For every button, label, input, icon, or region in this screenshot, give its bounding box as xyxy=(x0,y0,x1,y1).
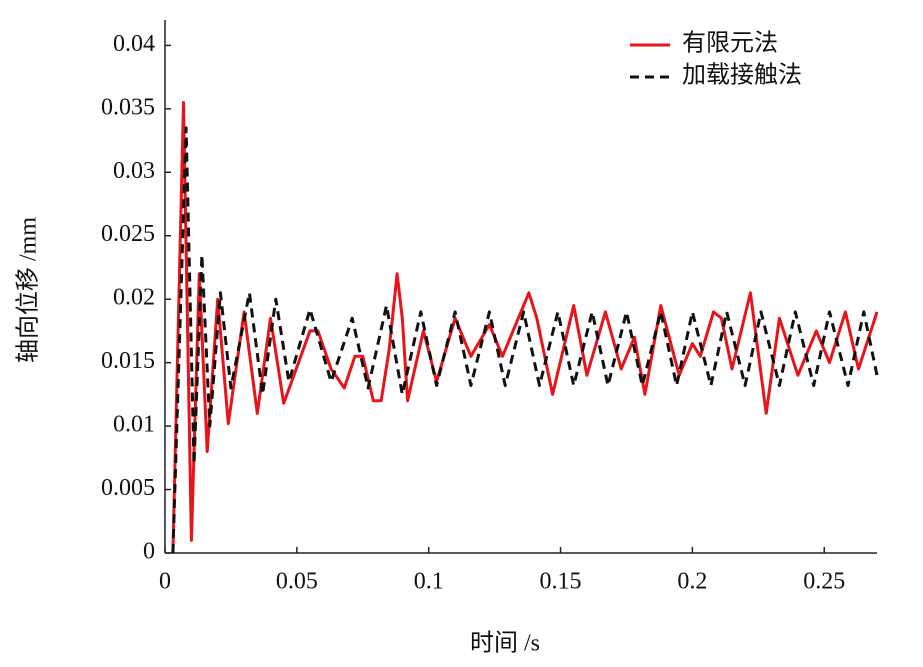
x-axis-label: 时间 /s xyxy=(470,630,540,657)
x-tick-label: 0.05 xyxy=(276,569,318,595)
y-tick-label: 0.005 xyxy=(101,475,155,501)
y-tick-label: 0.025 xyxy=(101,221,155,247)
legend-label: 有限元法 xyxy=(682,30,778,57)
y-tick-label: 0.035 xyxy=(101,94,155,120)
series-line xyxy=(171,101,879,554)
series-line xyxy=(171,126,879,554)
x-tick-label: 0 xyxy=(159,569,171,595)
x-tick-label: 0.25 xyxy=(803,569,845,595)
y-tick-label: 0.02 xyxy=(113,285,155,311)
legend-label: 加载接触法 xyxy=(682,62,802,89)
y-tick-label: 0.01 xyxy=(113,412,155,438)
y-axis-label: 轴向位移 /mm xyxy=(15,217,42,363)
y-tick-label: 0.04 xyxy=(113,31,155,57)
x-tick-label: 0.1 xyxy=(414,569,444,595)
y-tick-label: 0 xyxy=(143,539,155,565)
y-tick-label: 0.015 xyxy=(101,348,155,374)
x-tick-label: 0.15 xyxy=(540,569,582,595)
x-tick-label: 0.2 xyxy=(677,569,707,595)
y-tick-label: 0.03 xyxy=(113,158,155,184)
